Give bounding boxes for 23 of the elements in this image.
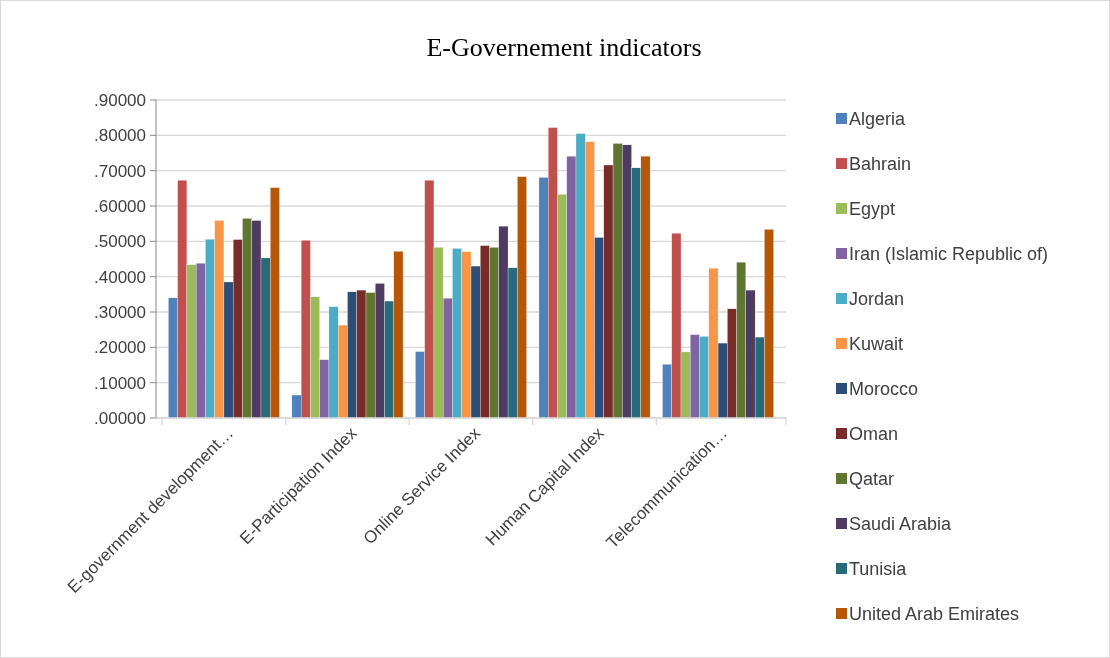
chart-title: E-Governement indicators bbox=[426, 33, 702, 62]
y-tick-label: .50000 bbox=[94, 232, 146, 252]
y-tick-label: .70000 bbox=[94, 161, 146, 181]
legend-label: Morocco bbox=[849, 379, 919, 400]
legend-label: Bahrain bbox=[849, 154, 912, 175]
legend-label: Algeria bbox=[849, 109, 907, 130]
legend-label: Saudi Arabia bbox=[849, 514, 953, 535]
legend-label: Qatar bbox=[849, 469, 895, 490]
y-tick-label: .80000 bbox=[94, 126, 146, 146]
legend-label: Kuwait bbox=[849, 334, 904, 355]
y-tick-label: .20000 bbox=[94, 338, 146, 358]
legend-label: Jordan bbox=[849, 289, 905, 310]
y-tick-label: .10000 bbox=[94, 373, 146, 393]
y-tick-label: .40000 bbox=[94, 267, 146, 287]
legend-label: Iran (Islamic Republic of) bbox=[849, 244, 1049, 265]
y-tick-label: .00000 bbox=[94, 408, 146, 428]
legend-label: United Arab Emirates bbox=[849, 604, 1020, 625]
y-tick-label: .30000 bbox=[94, 302, 146, 322]
y-tick-label: .60000 bbox=[94, 196, 146, 216]
legend-label: Oman bbox=[849, 424, 899, 445]
y-tick-label: .90000 bbox=[94, 90, 146, 110]
legend-label: Egypt bbox=[849, 199, 896, 220]
legend-label: Tunisia bbox=[849, 559, 908, 580]
